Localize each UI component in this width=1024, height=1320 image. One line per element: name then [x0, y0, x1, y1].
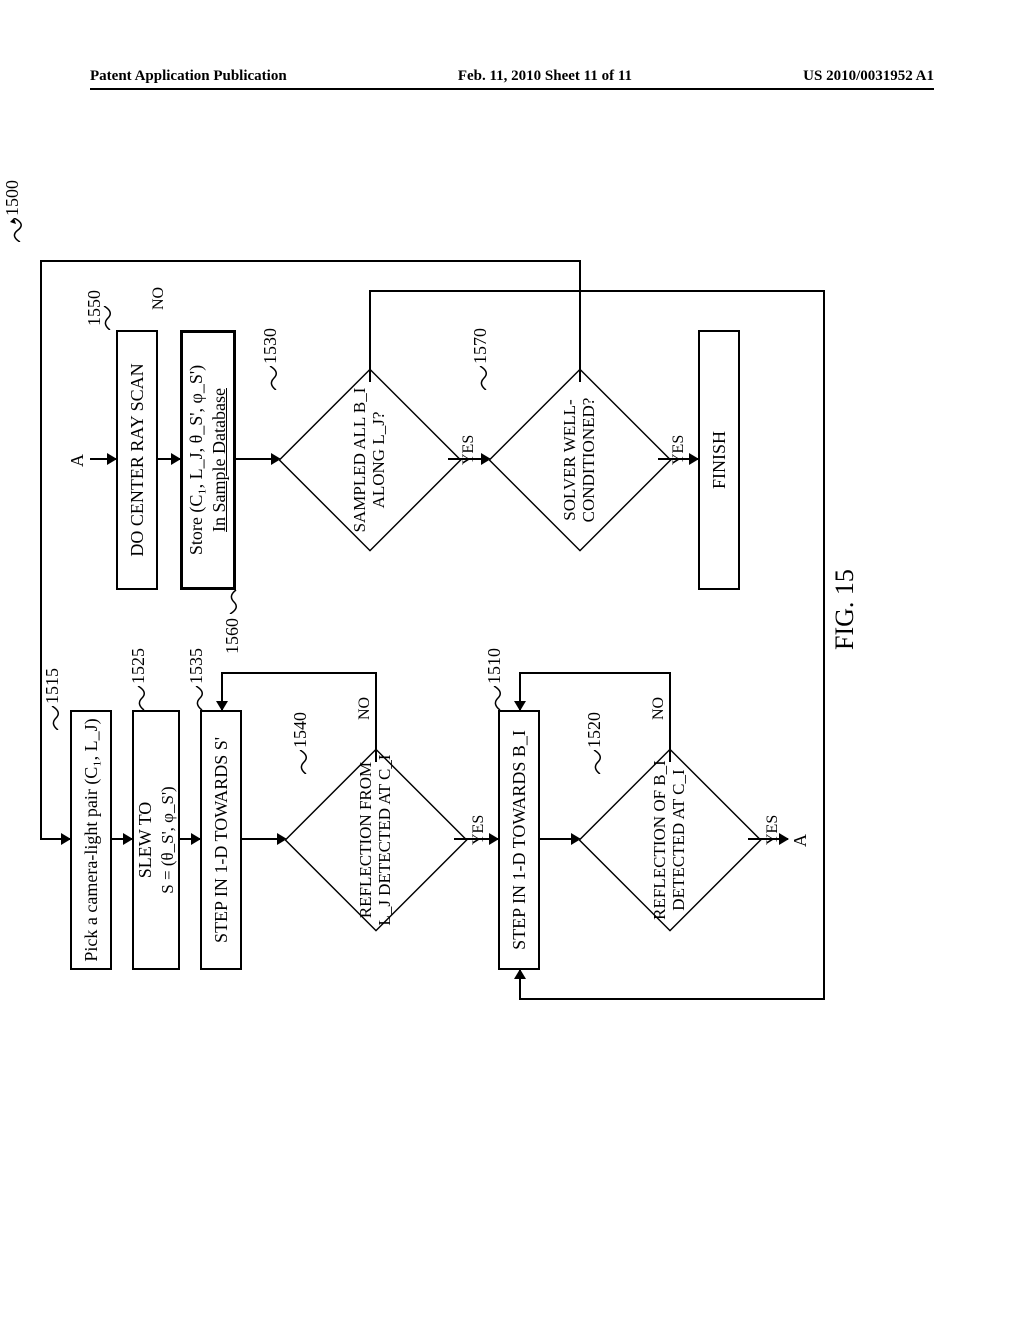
arrow: [519, 970, 521, 1000]
ref-1525: 1525: [128, 648, 149, 684]
diamond-reflection-lj: REFLECTION FROM L_J DETECTED AT C_I: [286, 750, 466, 930]
edge: [40, 260, 42, 840]
label-no: NO: [150, 287, 168, 310]
edge: [375, 672, 377, 762]
node-a-top: A: [67, 454, 88, 467]
squiggle-icon: [266, 366, 280, 390]
edge: [369, 290, 825, 292]
squiggle-icon: [192, 686, 206, 710]
header-center: Feb. 11, 2010 Sheet 11 of 11: [458, 68, 632, 85]
squiggle-icon: [134, 686, 148, 710]
arrow: [540, 838, 580, 840]
text-pick: Pick a camera-light pair (C₁, L_J): [81, 718, 102, 961]
arrow: [90, 458, 116, 460]
ref-1540: 1540: [290, 712, 311, 748]
diamond-solver: SOLVER WELL-CONDITIONED?: [490, 370, 670, 550]
arrow: [519, 672, 521, 710]
ref-1520: 1520: [584, 712, 605, 748]
edge: [519, 672, 671, 674]
text-solver: SOLVER WELL-CONDITIONED?: [490, 370, 670, 550]
flowchart: Pick a camera-light pair (C₁, L_J) SLEW …: [70, 150, 1024, 1030]
text-store-2: In Sample Database: [209, 388, 230, 532]
squiggle-icon: [226, 590, 240, 614]
squiggle-icon: [476, 366, 490, 390]
edge: [519, 998, 825, 1000]
arrow: [242, 838, 286, 840]
figure-caption: FIG. 15: [830, 569, 860, 650]
edge: [823, 290, 825, 1000]
label-yes: YES: [670, 435, 688, 465]
edge: [221, 672, 377, 674]
ref-1510: 1510: [484, 648, 505, 684]
ref-1515: 1515: [42, 668, 63, 704]
text-finish: FINISH: [709, 431, 730, 489]
edge: [579, 260, 581, 382]
diamond-sampled: SAMPLED ALL B_I ALONG L_J?: [280, 370, 460, 550]
text-reflection-bi: REFLECTION OF B_I DETECTED AT C_I: [580, 750, 760, 930]
text-reflection-lj: REFLECTION FROM L_J DETECTED AT C_I: [286, 750, 466, 930]
text-sampled: SAMPLED ALL B_I ALONG L_J?: [280, 370, 460, 550]
squiggle-icon: [490, 686, 504, 710]
arrow: [40, 838, 70, 840]
header-right: US 2010/0031952 A1: [803, 68, 934, 85]
arrow: [221, 672, 223, 710]
diamond-reflection-bi: REFLECTION OF B_I DETECTED AT C_I: [580, 750, 760, 930]
text-center-scan: DO CENTER RAY SCAN: [127, 363, 148, 556]
ref-1530: 1530: [260, 328, 281, 364]
text-store-1: Store (C₁, L_J, θ_S', φ_S'): [186, 365, 207, 555]
ref-1535: 1535: [186, 648, 207, 684]
label-no: NO: [650, 697, 668, 720]
arrow: [112, 838, 132, 840]
header-left: Patent Application Publication: [90, 68, 287, 85]
arrow: [448, 458, 490, 460]
header-rule: [90, 88, 934, 90]
edge: [40, 260, 581, 262]
node-a-bottom: A: [790, 834, 811, 847]
squiggle-icon: [296, 750, 310, 774]
arrow: [658, 458, 698, 460]
ref-1500: 1500: [2, 180, 23, 216]
text-step-s: STEP IN 1-D TOWARDS S': [211, 737, 232, 943]
label-yes: YES: [470, 815, 488, 845]
arrow: [454, 838, 498, 840]
arrow: [158, 458, 180, 460]
ref-1570: 1570: [470, 328, 491, 364]
ref-1560: 1560: [222, 618, 243, 654]
box-step-b: STEP IN 1-D TOWARDS B_I: [498, 710, 540, 970]
header-bar: Patent Application Publication Feb. 11, …: [0, 68, 1024, 85]
squiggle-icon: [10, 218, 24, 242]
ref-1550: 1550: [84, 290, 105, 326]
squiggle-icon: [590, 750, 604, 774]
box-slew-to: SLEW TO S = (θ_S', φ_S'): [132, 710, 180, 970]
label-no: NO: [356, 697, 374, 720]
arrow: [748, 838, 788, 840]
text-slew: SLEW TO: [135, 802, 156, 879]
text-slew-formula: S = (θ_S', φ_S'): [158, 786, 178, 893]
squiggle-icon: [48, 706, 62, 730]
box-pick-pair: Pick a camera-light pair (C₁, L_J): [70, 710, 112, 970]
edge: [369, 290, 371, 382]
box-center-ray-scan: DO CENTER RAY SCAN: [116, 330, 158, 590]
box-store-sample: Store (C₁, L_J, θ_S', φ_S') In Sample Da…: [180, 330, 236, 590]
arrow: [236, 458, 280, 460]
text-step-b: STEP IN 1-D TOWARDS B_I: [509, 730, 530, 950]
edge: [669, 672, 671, 762]
box-finish: FINISH: [698, 330, 740, 590]
label-yes: YES: [460, 435, 478, 465]
arrow: [180, 838, 200, 840]
box-step-s: STEP IN 1-D TOWARDS S': [200, 710, 242, 970]
